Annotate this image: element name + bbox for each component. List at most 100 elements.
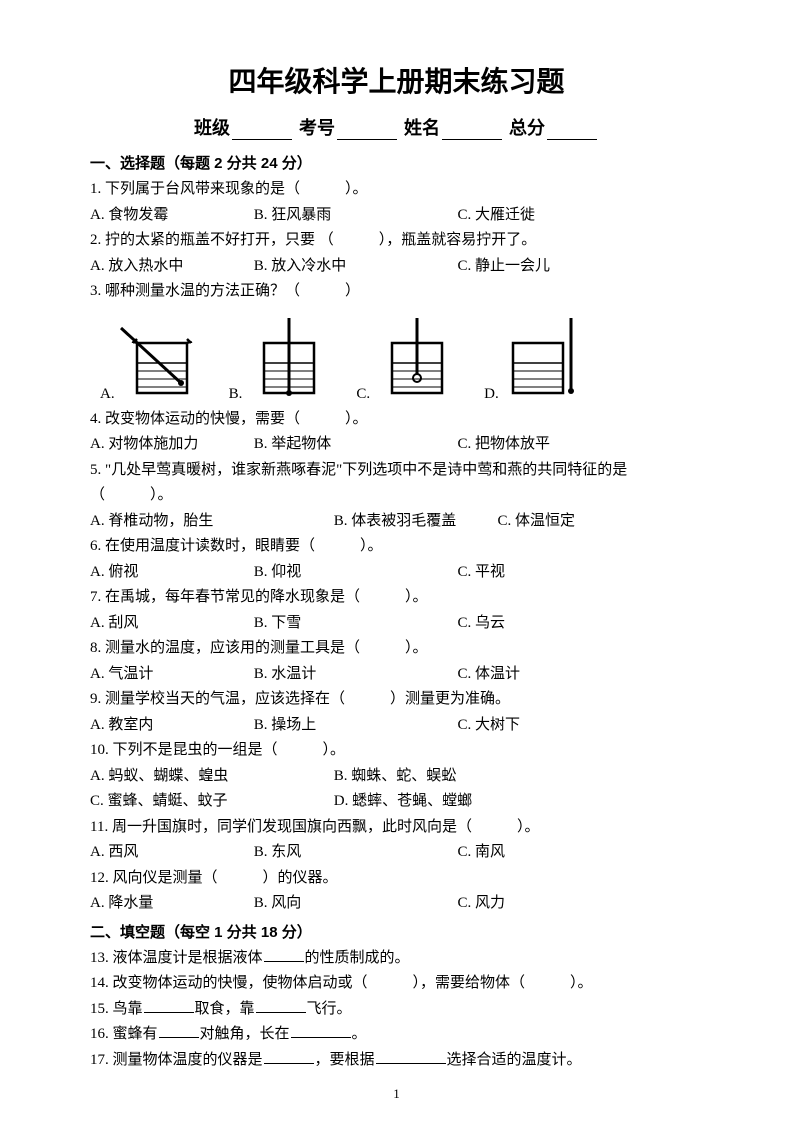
q9-text: 9. 测量学校当天的气温，应该选择在（ ）测量更为准确。 bbox=[90, 687, 703, 713]
q3-label-a: A. bbox=[100, 386, 115, 403]
q12-options: A. 降水量 B. 风向 C. 风力 bbox=[90, 891, 703, 917]
q7-options: A. 刮风 B. 下雪 C. 乌云 bbox=[90, 611, 703, 637]
q16-blank1[interactable] bbox=[159, 1023, 199, 1038]
q8-opt-c[interactable]: C. 体温计 bbox=[458, 662, 521, 688]
q2-options: A. 放入热水中 B. 放入冷水中 C. 静止一会儿 bbox=[90, 254, 703, 280]
q7-opt-b[interactable]: B. 下雪 bbox=[254, 611, 454, 637]
q4-opt-b[interactable]: B. 举起物体 bbox=[254, 432, 454, 458]
q9-options: A. 教室内 B. 操场上 C. 大树下 bbox=[90, 713, 703, 739]
q3-label-b: B. bbox=[229, 386, 243, 403]
q4-opt-c[interactable]: C. 把物体放平 bbox=[458, 432, 551, 458]
q12-opt-b[interactable]: B. 风向 bbox=[254, 891, 454, 917]
q12-opt-a[interactable]: A. 降水量 bbox=[90, 891, 250, 917]
q7-opt-c[interactable]: C. 乌云 bbox=[458, 611, 506, 637]
q1-text: 1. 下列属于台风带来现象的是（ ）。 bbox=[90, 177, 703, 203]
page-number: 1 bbox=[0, 1086, 793, 1102]
q8-options: A. 气温计 B. 水温计 C. 体温计 bbox=[90, 662, 703, 688]
q17-mid: ，要根据 bbox=[315, 1052, 375, 1068]
q6-opt-c[interactable]: C. 平视 bbox=[458, 560, 506, 586]
name-blank[interactable] bbox=[442, 121, 502, 140]
page-title: 四年级科学上册期末练习题 bbox=[90, 60, 703, 100]
q5-opt-c[interactable]: C. 体温恒定 bbox=[498, 509, 576, 535]
q14: 14. 改变物体运动的快慢，使物体启动或（ ），需要给物体（ ）。 bbox=[90, 971, 703, 997]
beaker-d-icon bbox=[503, 313, 583, 403]
q7-text: 7. 在禹城，每年春节常见的降水现象是（ ）。 bbox=[90, 585, 703, 611]
section2-heading: 二、填空题（每空 1 分共 18 分） bbox=[90, 921, 703, 942]
q3-label-c: C. bbox=[356, 386, 370, 403]
q4-opt-a[interactable]: A. 对物体施加力 bbox=[90, 432, 250, 458]
q17: 17. 测量物体温度的仪器是 ，要根据 选择合适的温度计。 bbox=[90, 1048, 703, 1074]
q12-opt-c[interactable]: C. 风力 bbox=[458, 891, 506, 917]
q8-opt-b[interactable]: B. 水温计 bbox=[254, 662, 454, 688]
q15-mid: 取食，靠 bbox=[195, 1001, 255, 1017]
q16: 16. 蜜蜂有对触角，长在。 bbox=[90, 1022, 703, 1048]
q3-text: 3. 哪种测量水温的方法正确？（ ） bbox=[90, 279, 703, 305]
q5-text: 5. "几处早莺真暖树，谁家新燕啄春泥"下列选项中不是诗中莺和燕的共同特征的是（… bbox=[90, 458, 703, 509]
q17-after: 选择合适的温度计。 bbox=[447, 1052, 582, 1068]
q15-after: 飞行。 bbox=[307, 1001, 352, 1017]
q3-fig-c[interactable]: C. bbox=[356, 313, 454, 403]
q10-opt-a[interactable]: A. 蚂蚁、蝴蝶、蝗虫 bbox=[90, 764, 330, 790]
q3-figures: A. B. bbox=[100, 313, 703, 403]
q13-after: 的性质制成的。 bbox=[305, 950, 410, 966]
q6-options: A. 俯视 B. 仰视 C. 平视 bbox=[90, 560, 703, 586]
q6-opt-b[interactable]: B. 仰视 bbox=[254, 560, 454, 586]
examno-label: 考号 bbox=[299, 118, 335, 138]
q17-blank2[interactable] bbox=[376, 1049, 446, 1064]
examno-blank[interactable] bbox=[337, 121, 397, 140]
q2-text: 2. 拧的太紧的瓶盖不好打开，只要 （ ），瓶盖就容易拧开了。 bbox=[90, 228, 703, 254]
q15: 15. 鸟靠 取食，靠 飞行。 bbox=[90, 997, 703, 1023]
q16-mid: 对触角，长在 bbox=[200, 1026, 290, 1042]
q13-blank[interactable] bbox=[264, 947, 304, 962]
q16-after: 。 bbox=[352, 1026, 367, 1042]
q11-options: A. 西风 B. 东风 C. 南风 bbox=[90, 840, 703, 866]
q16-blank2[interactable] bbox=[291, 1023, 351, 1038]
q2-opt-a[interactable]: A. 放入热水中 bbox=[90, 254, 250, 280]
q10-options-row2: C. 蜜蜂、蜻蜓、蚊子 D. 蟋蟀、苍蝇、螳螂 bbox=[90, 789, 703, 815]
q10-opt-c[interactable]: C. 蜜蜂、蜻蜓、蚊子 bbox=[90, 789, 330, 815]
q15-blank1[interactable] bbox=[144, 998, 194, 1013]
q6-opt-a[interactable]: A. 俯视 bbox=[90, 560, 250, 586]
q12-text: 12. 风向仪是测量（ ）的仪器。 bbox=[90, 866, 703, 892]
q10-opt-b[interactable]: B. 蜘蛛、蛇、蜈蚣 bbox=[334, 764, 457, 790]
q4-options: A. 对物体施加力 B. 举起物体 C. 把物体放平 bbox=[90, 432, 703, 458]
q17-before: 17. 测量物体温度的仪器是 bbox=[90, 1052, 263, 1068]
info-line: 班级 考号 姓名 总分 bbox=[90, 114, 703, 140]
section1-heading: 一、选择题（每题 2 分共 24 分） bbox=[90, 152, 703, 173]
q1-opt-c[interactable]: C. 大雁迁徙 bbox=[458, 203, 536, 229]
q10-opt-d[interactable]: D. 蟋蟀、苍蝇、螳螂 bbox=[334, 789, 472, 815]
q15-blank2[interactable] bbox=[256, 998, 306, 1013]
q9-opt-b[interactable]: B. 操场上 bbox=[254, 713, 454, 739]
class-blank[interactable] bbox=[232, 121, 292, 140]
q3-fig-d[interactable]: D. bbox=[484, 313, 583, 403]
beaker-a-icon bbox=[119, 313, 199, 403]
q13-before: 13. 液体温度计是根据液体 bbox=[90, 950, 263, 966]
total-blank[interactable] bbox=[547, 121, 597, 140]
q5-opt-a[interactable]: A. 脊椎动物，胎生 bbox=[90, 509, 330, 535]
q1-opt-b[interactable]: B. 狂风暴雨 bbox=[254, 203, 454, 229]
q5-opt-b[interactable]: B. 体表被羽毛覆盖 bbox=[334, 509, 494, 535]
q3-label-d: D. bbox=[484, 386, 499, 403]
q11-opt-b[interactable]: B. 东风 bbox=[254, 840, 454, 866]
q9-opt-c[interactable]: C. 大树下 bbox=[458, 713, 521, 739]
q11-opt-a[interactable]: A. 西风 bbox=[90, 840, 250, 866]
beaker-c-icon bbox=[374, 313, 454, 403]
q3-fig-a[interactable]: A. bbox=[100, 313, 199, 403]
q15-before: 15. 鸟靠 bbox=[90, 1001, 143, 1017]
q3-fig-b[interactable]: B. bbox=[229, 313, 327, 403]
q10-text: 10. 下列不是昆虫的一组是（ ）。 bbox=[90, 738, 703, 764]
q1-opt-a[interactable]: A. 食物发霉 bbox=[90, 203, 250, 229]
q8-text: 8. 测量水的温度，应该用的测量工具是（ ）。 bbox=[90, 636, 703, 662]
name-label: 姓名 bbox=[404, 118, 440, 138]
q2-opt-b[interactable]: B. 放入冷水中 bbox=[254, 254, 454, 280]
q17-blank1[interactable] bbox=[264, 1049, 314, 1064]
q7-opt-a[interactable]: A. 刮风 bbox=[90, 611, 250, 637]
q8-opt-a[interactable]: A. 气温计 bbox=[90, 662, 250, 688]
q10-options-row1: A. 蚂蚁、蝴蝶、蝗虫 B. 蜘蛛、蛇、蜈蚣 bbox=[90, 764, 703, 790]
page: 四年级科学上册期末练习题 班级 考号 姓名 总分 一、选择题（每题 2 分共 2… bbox=[0, 0, 793, 1122]
q6-text: 6. 在使用温度计读数时，眼睛要（ ）。 bbox=[90, 534, 703, 560]
q13: 13. 液体温度计是根据液体 的性质制成的。 bbox=[90, 946, 703, 972]
q11-opt-c[interactable]: C. 南风 bbox=[458, 840, 506, 866]
q2-opt-c[interactable]: C. 静止一会儿 bbox=[458, 254, 551, 280]
q9-opt-a[interactable]: A. 教室内 bbox=[90, 713, 250, 739]
